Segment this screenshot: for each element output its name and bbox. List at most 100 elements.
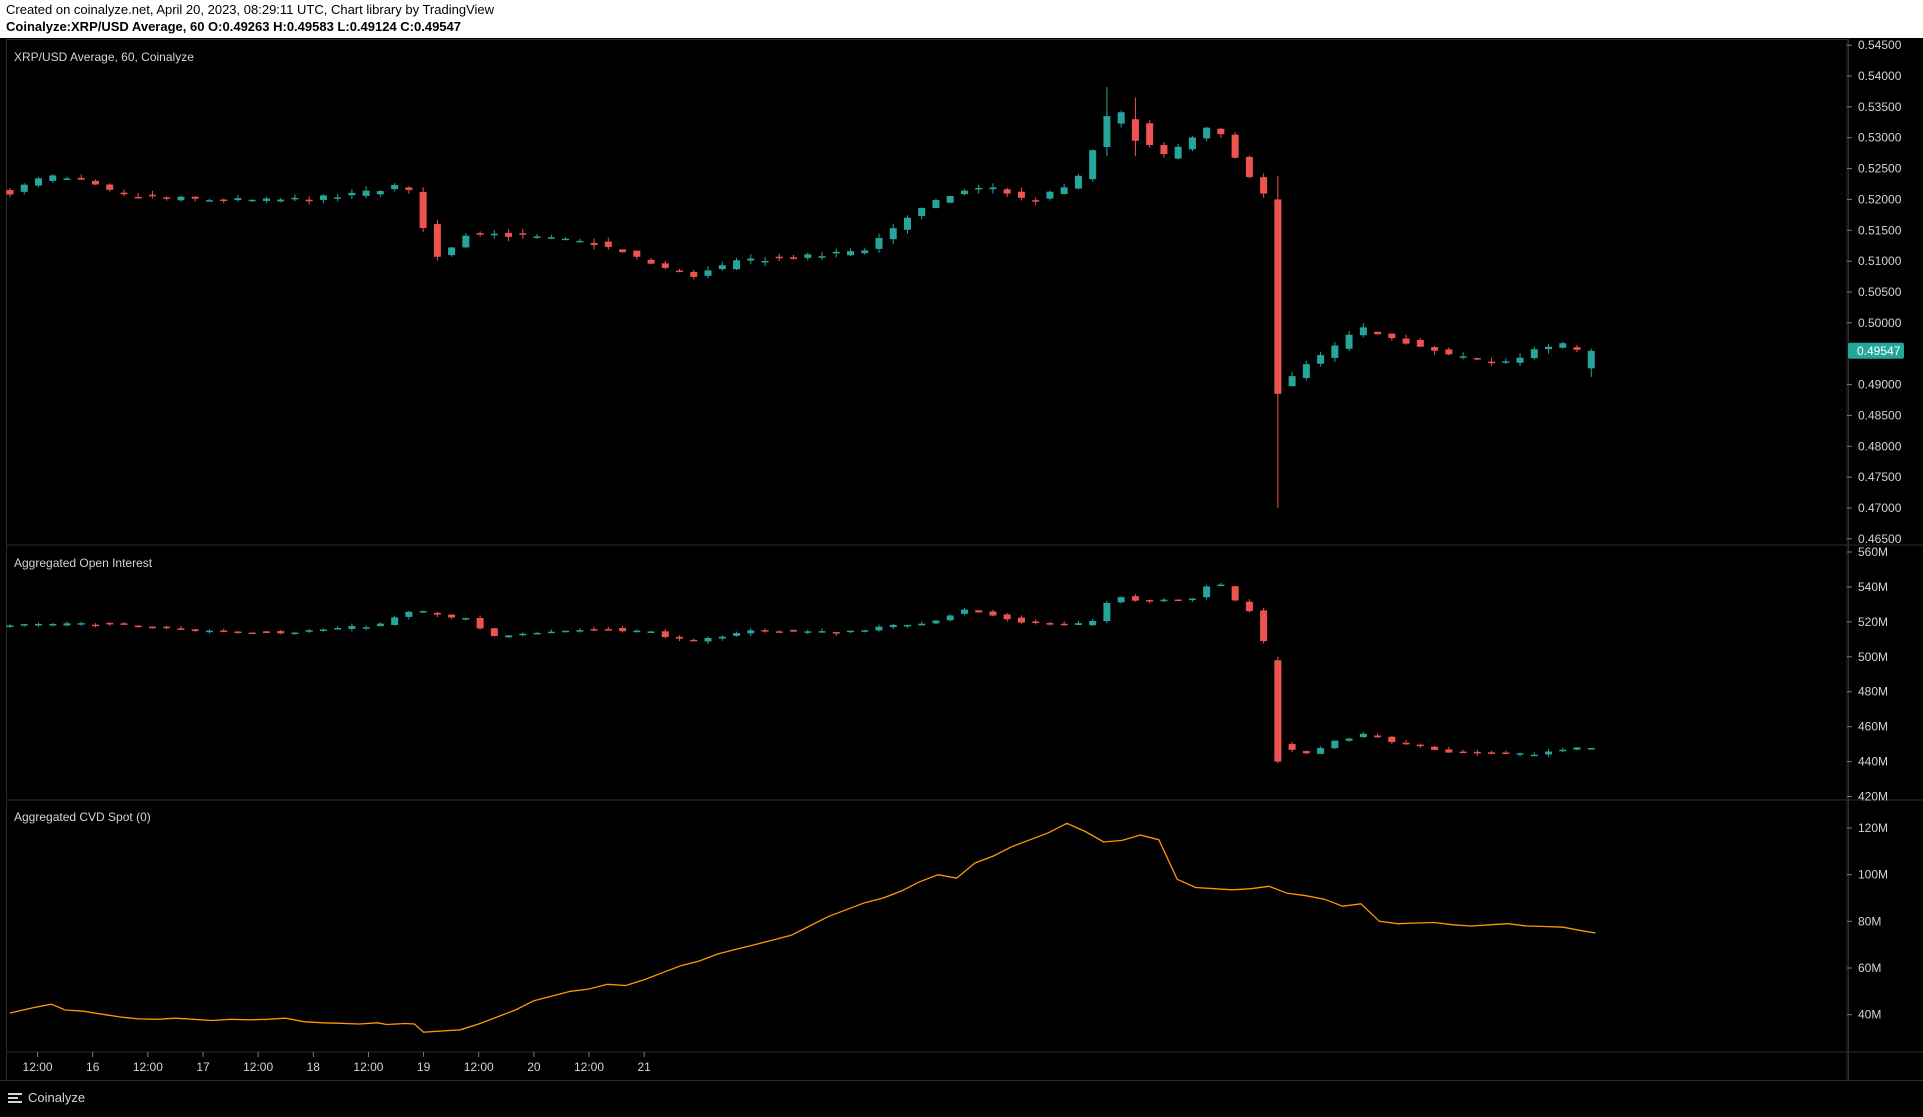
oi-candle <box>1374 735 1382 738</box>
price-candle <box>1402 338 1410 344</box>
price-candle <box>932 200 940 208</box>
y-tick-label: 100M <box>1858 868 1888 882</box>
price-candle <box>1074 175 1082 189</box>
price-candle <box>405 187 413 191</box>
price-candle <box>448 247 456 256</box>
oi-candle <box>590 629 598 631</box>
price-candle <box>661 263 669 268</box>
oi-candle <box>448 614 456 618</box>
price-candle <box>120 192 128 195</box>
oi-candle <box>889 624 897 628</box>
price-candle <box>1060 187 1068 195</box>
oi-candle <box>1516 753 1524 755</box>
oi-candle <box>790 629 798 632</box>
oi-candle <box>1117 597 1125 603</box>
y-tick-label: 80M <box>1858 914 1881 928</box>
oi-candle <box>1473 751 1481 754</box>
price-candle <box>106 184 114 190</box>
price-candle <box>1559 343 1567 348</box>
oi-candle <box>690 639 698 642</box>
price-candle <box>1288 376 1296 387</box>
price-candle <box>1416 339 1424 347</box>
oi-candle <box>1074 623 1082 625</box>
price-candle <box>391 184 399 190</box>
price-candle <box>889 228 897 240</box>
price-candle <box>1502 361 1510 363</box>
oi-candle <box>519 633 527 636</box>
price-candle <box>1473 358 1481 360</box>
oi-candle <box>1545 751 1553 755</box>
oi-candle <box>63 623 71 626</box>
oi-candle <box>1203 586 1211 598</box>
last-price-label: 0.49547 <box>1857 344 1901 358</box>
oi-candle <box>676 636 684 639</box>
price-candle <box>277 199 285 202</box>
oi-candle <box>1174 599 1182 602</box>
price-candle <box>1488 361 1496 364</box>
price-candle <box>49 175 57 181</box>
x-tick-label: 18 <box>307 1060 321 1074</box>
price-candle <box>989 187 997 190</box>
x-tick-label: 12:00 <box>243 1060 273 1074</box>
price-candle <box>1231 134 1239 158</box>
price-candle <box>619 249 627 253</box>
price-candle <box>34 178 42 186</box>
oi-candle <box>106 622 114 625</box>
oi-candle <box>391 617 399 625</box>
oi-candle <box>1587 748 1595 750</box>
oi-candle <box>148 626 156 629</box>
price-candle <box>148 194 156 197</box>
price-candle <box>775 256 783 259</box>
price-candle <box>547 237 555 239</box>
brand-logo[interactable]: Coinalyze <box>8 1090 85 1105</box>
price-candle <box>875 238 883 249</box>
price-candle <box>362 190 370 196</box>
price-candle <box>761 260 769 263</box>
price-candle <box>960 190 968 195</box>
price-candle <box>918 208 926 216</box>
price-candle <box>6 189 14 195</box>
price-candle <box>348 192 356 196</box>
price-candle <box>562 238 570 241</box>
price-candle <box>1003 189 1011 194</box>
y-tick-label: 0.48000 <box>1858 439 1902 453</box>
price-candle <box>20 184 28 192</box>
price-candle <box>1388 333 1396 339</box>
y-tick-label: 0.53000 <box>1858 131 1902 145</box>
price-pane-title: XRP/USD Average, 60, Coinalyze <box>14 50 194 64</box>
price-candle <box>861 250 869 254</box>
price-candle <box>262 198 270 201</box>
price-candle <box>1530 349 1538 359</box>
oi-candle <box>362 627 370 629</box>
price-candle <box>248 199 256 202</box>
oi-candle <box>490 628 498 637</box>
footer-bar: Coinalyze <box>0 1080 1923 1117</box>
oi-candle <box>91 624 99 627</box>
price-candle <box>63 178 71 180</box>
oi-candle <box>1217 584 1225 587</box>
price-candle <box>1017 191 1025 198</box>
price-candle <box>647 259 655 264</box>
price-candle <box>903 217 911 230</box>
x-tick-label: 19 <box>417 1060 431 1074</box>
price-candle <box>1089 150 1097 180</box>
price-candle <box>305 199 313 202</box>
oi-candle <box>718 636 726 639</box>
y-tick-label: 0.50000 <box>1858 316 1902 330</box>
price-candle <box>234 198 242 201</box>
oi-candle <box>177 628 185 630</box>
price-candle <box>1117 112 1125 124</box>
oi-candle <box>562 630 570 633</box>
y-tick-label: 500M <box>1858 650 1888 664</box>
price-candle <box>533 236 541 238</box>
price-candle <box>733 260 741 270</box>
oi-candle <box>975 610 983 613</box>
price-candle <box>1260 177 1268 194</box>
oi-candle <box>633 630 641 633</box>
price-candle <box>519 233 527 235</box>
y-tick-label: 40M <box>1858 1008 1881 1022</box>
price-candle <box>590 242 598 245</box>
chart-canvas[interactable]: 0.54500 0.54000 0.53500 0.53000 0.52500 0.520… <box>0 0 1923 1080</box>
oi-candle <box>1046 623 1054 625</box>
y-tick-label: 0.50500 <box>1858 285 1902 299</box>
